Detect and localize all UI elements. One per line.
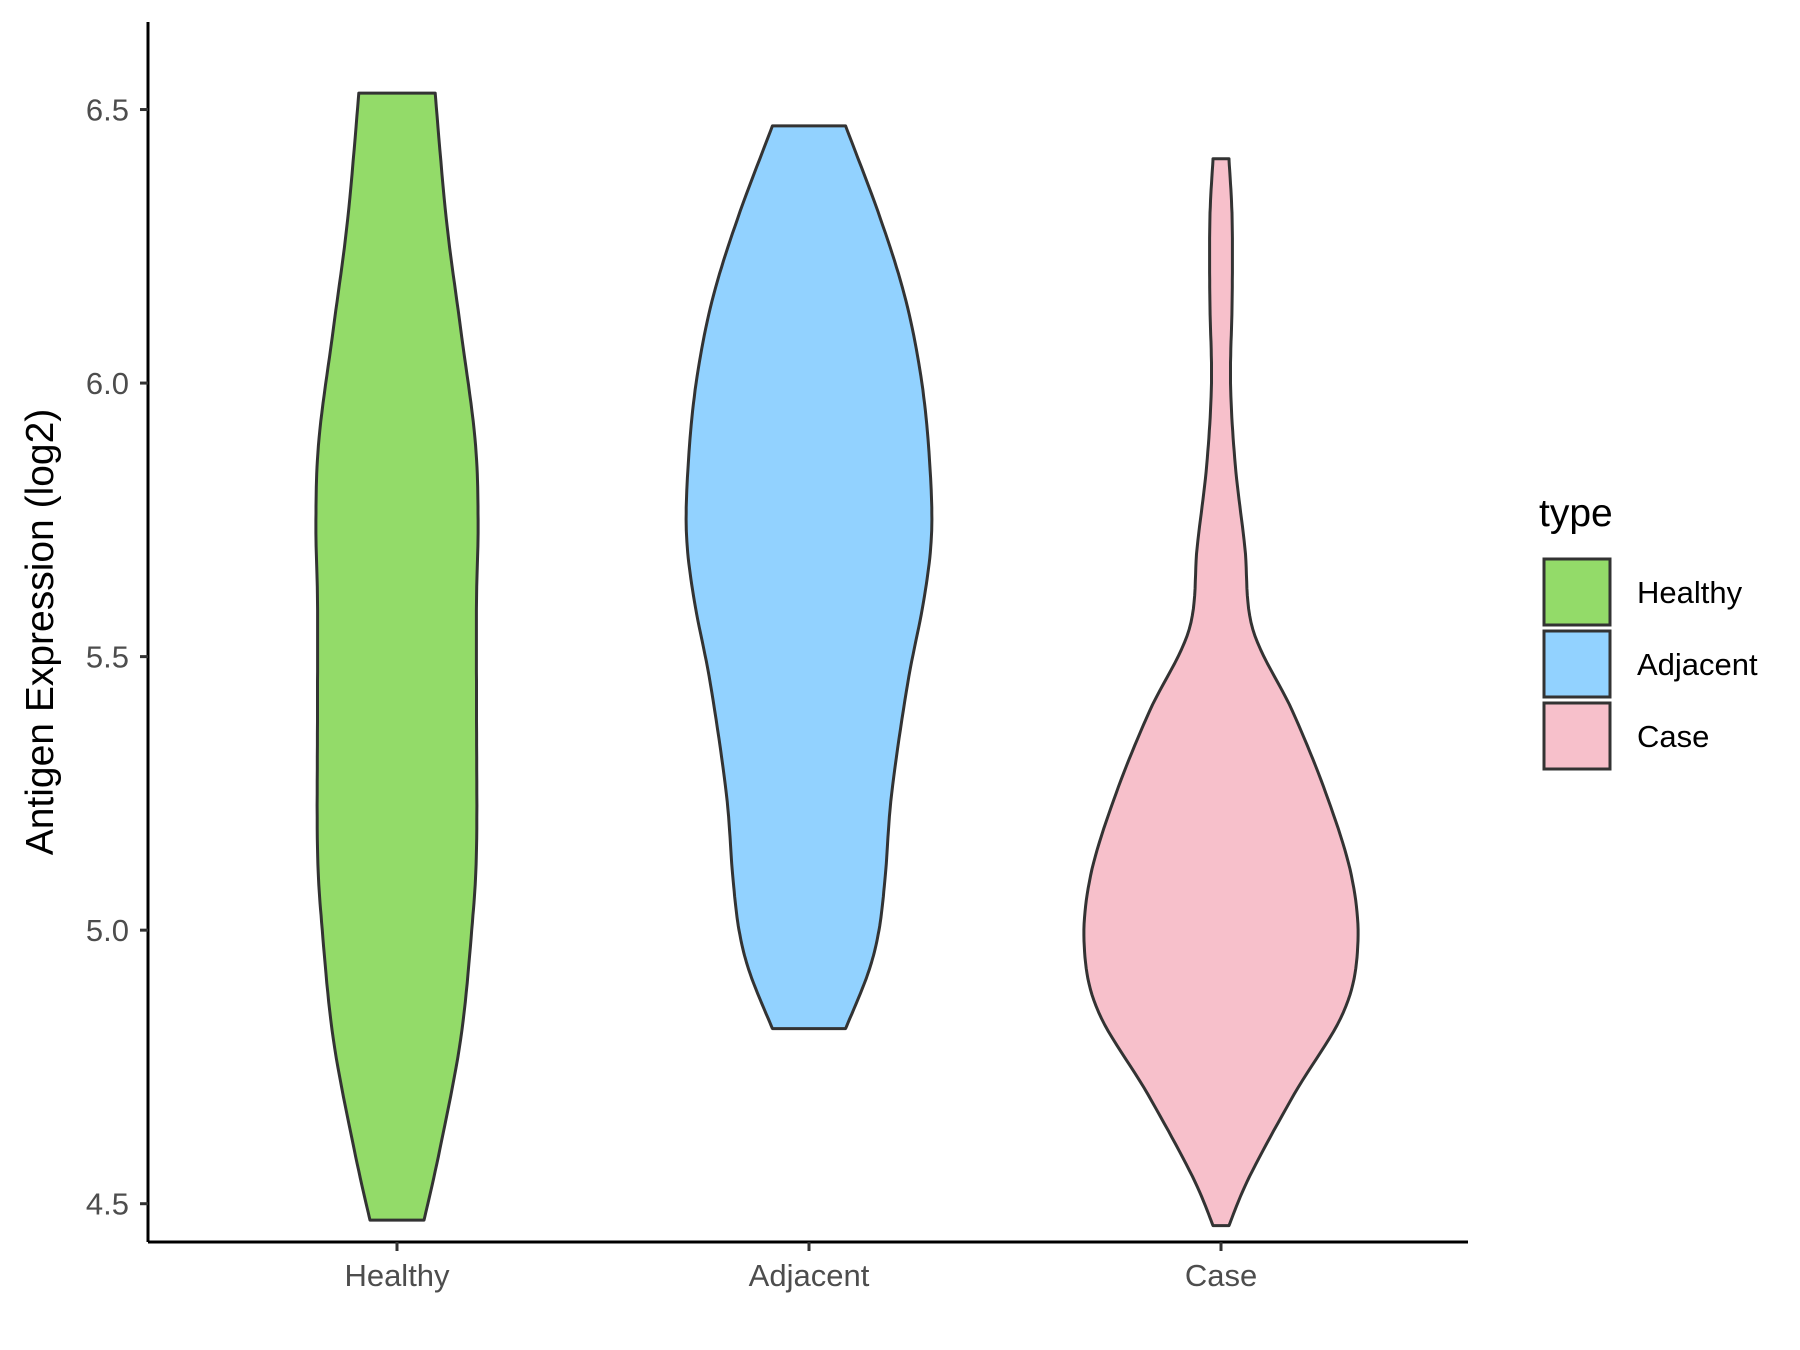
legend-key-case [1542, 701, 1612, 771]
x-tick-label: Case [1185, 1258, 1257, 1293]
x-axis-ticks: Healthy Adjacent Case [344, 1242, 1257, 1293]
x-tick-label: Adjacent [749, 1258, 870, 1293]
y-axis-title: Antigen Expression (log2) [19, 409, 62, 856]
legend-title: type [1539, 492, 1613, 535]
legend-key-healthy [1542, 557, 1612, 627]
violin-adjacent [684, 124, 934, 1031]
y-tick-label: 6.0 [86, 366, 129, 401]
legend-label-adjacent: Adjacent [1637, 647, 1758, 682]
legend-label-case: Case [1637, 719, 1709, 754]
y-tick-label: 6.5 [86, 93, 129, 128]
legend: type Healthy Adjacent Case [1539, 492, 1758, 771]
legend-key-adjacent [1542, 629, 1612, 699]
legend-items: Healthy Adjacent Case [1542, 557, 1758, 771]
legend-label-healthy: Healthy [1637, 575, 1743, 610]
violin-healthy [314, 91, 480, 1222]
violin-case [1082, 157, 1360, 1228]
violin-layer [314, 91, 1360, 1228]
y-tick-label: 4.5 [86, 1187, 129, 1222]
y-tick-label: 5.0 [86, 913, 129, 948]
y-axis-ticks: 4.5 5.0 5.5 6.0 6.5 [86, 93, 148, 1222]
x-tick-label: Healthy [344, 1258, 450, 1293]
y-tick-label: 5.5 [86, 640, 129, 675]
